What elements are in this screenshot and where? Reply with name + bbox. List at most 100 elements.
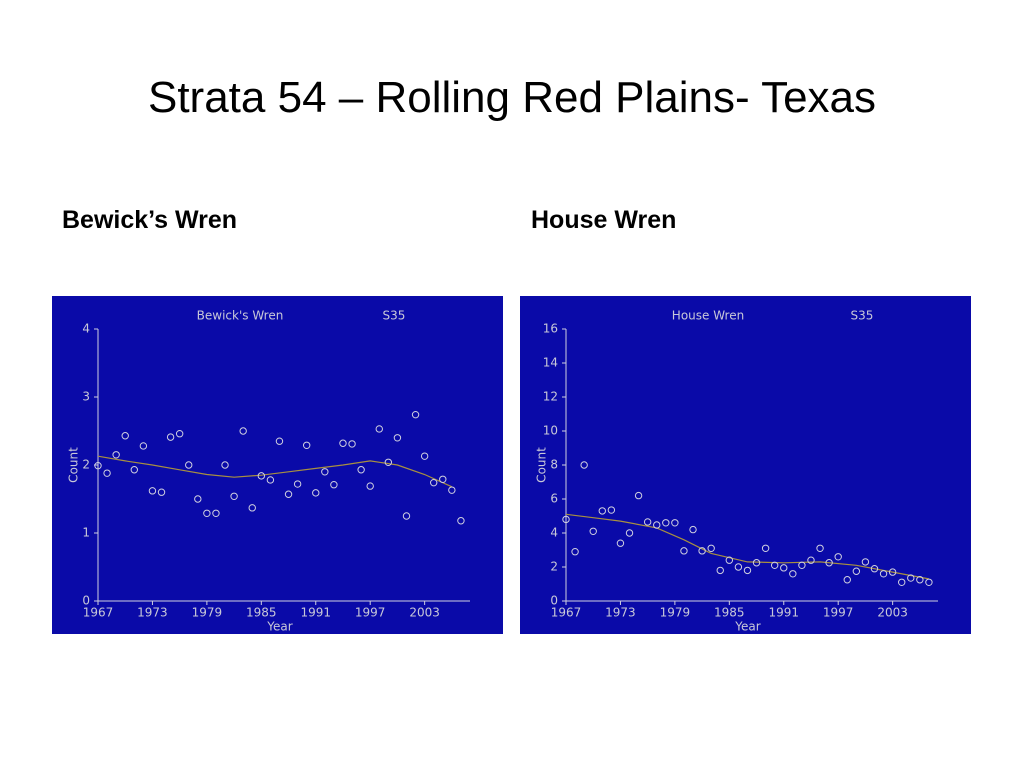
data-point: [888, 568, 897, 576]
chart: House Wren S35 0 2 4 6 8 10 12 14 16 1967 1973 1979 19…: [520, 296, 971, 634]
data-point: [607, 506, 616, 514]
x-tick-label: 1991: [300, 606, 331, 620]
x-tick-label: 2003: [409, 606, 440, 620]
data-point: [770, 561, 779, 569]
data-point: [420, 452, 429, 460]
data-point: [562, 515, 570, 524]
plot-background: [520, 296, 971, 634]
data-point: [707, 544, 715, 553]
data-point: [825, 559, 833, 567]
data-point: [780, 564, 788, 572]
data-point: [257, 472, 266, 480]
y-tick-label: 12: [543, 390, 558, 404]
data-point: [411, 410, 420, 419]
data-point: [761, 544, 770, 553]
data-point: [716, 566, 724, 575]
data-point: [698, 547, 706, 555]
y-tick-label: 3: [82, 390, 90, 404]
data-point: [248, 504, 256, 512]
data-point: [312, 489, 320, 497]
data-point: [203, 509, 211, 517]
plot-background: [52, 296, 503, 634]
data-point: [816, 544, 824, 553]
data-point: [384, 458, 393, 466]
y-tick-label: 4: [550, 526, 558, 540]
data-point: [130, 466, 138, 474]
data-point: [843, 576, 851, 584]
data-point: [448, 486, 456, 494]
x-tick-label: 1979: [660, 606, 691, 620]
data-point: [625, 529, 634, 537]
x-tick-label: 1985: [714, 606, 745, 620]
data-point: [321, 468, 329, 476]
data-point: [571, 548, 579, 556]
chart-subtitle: S35: [383, 309, 406, 323]
data-point: [643, 518, 652, 526]
y-tick-label: 14: [543, 356, 558, 370]
data-point: [680, 547, 688, 555]
y-tick-label: 4: [82, 322, 90, 336]
data-point: [439, 475, 447, 483]
x-tick-label: 1997: [823, 606, 854, 620]
data-point: [898, 578, 906, 586]
data-point: [284, 490, 293, 498]
data-point: [212, 509, 220, 517]
data-point: [689, 525, 697, 534]
x-tick-label: 2003: [877, 606, 908, 620]
data-point: [157, 488, 166, 496]
data-point: [221, 461, 229, 469]
data-point: [457, 517, 465, 525]
chart-heading: House Wren: [531, 206, 676, 234]
x-tick-label: 1979: [192, 606, 223, 620]
y-tick-label: 2: [550, 560, 558, 574]
x-tick-label: 1967: [83, 606, 114, 620]
data-point: [653, 521, 661, 529]
data-point: [616, 539, 625, 547]
data-point: [671, 519, 679, 527]
data-point: [339, 439, 347, 447]
x-tick-label: 1997: [355, 606, 386, 620]
y-tick-label: 8: [550, 458, 558, 472]
data-point: [275, 437, 284, 445]
y-tick-label: 0: [82, 594, 90, 608]
data-point: [239, 427, 247, 435]
data-point: [112, 451, 120, 459]
chart-title: Bewick's Wren: [197, 309, 284, 323]
data-point: [916, 576, 924, 584]
data-point: [366, 482, 374, 490]
chart-subtitle: S35: [851, 309, 874, 323]
y-axis-label: Count: [67, 447, 81, 483]
data-point: [194, 495, 202, 503]
chart: Bewick's Wren S35 0 1 2 3 4 1967 1973 1979 1985 199…: [52, 296, 503, 634]
x-axis-label: Year: [734, 620, 760, 634]
data-point: [357, 466, 365, 474]
data-point: [293, 480, 302, 488]
data-point: [402, 512, 411, 520]
data-point: [375, 425, 383, 433]
data-point: [580, 461, 588, 469]
data-point: [879, 570, 888, 578]
x-tick-label: 1985: [246, 606, 277, 620]
data-point: [94, 461, 102, 470]
slide-title: Strata 54 – Rolling Red Plains- Texas: [148, 73, 876, 122]
x-tick-label: 1973: [605, 606, 636, 620]
data-point: [662, 519, 670, 527]
chart-title: House Wren: [672, 309, 744, 323]
data-point: [789, 570, 797, 578]
x-tick-label: 1991: [768, 606, 799, 620]
data-point: [734, 563, 743, 571]
data-point: [166, 433, 175, 441]
y-tick-label: 16: [543, 322, 558, 336]
data-point: [598, 507, 606, 515]
data-point: [230, 492, 238, 500]
trend-line: [565, 513, 930, 580]
data-point: [103, 469, 111, 477]
data-point: [925, 578, 933, 586]
data-point: [302, 441, 311, 449]
data-point: [852, 567, 861, 575]
data-point: [907, 574, 915, 582]
y-tick-label: 6: [550, 492, 558, 506]
data-point: [589, 527, 597, 536]
y-axis-label: Count: [535, 447, 549, 483]
